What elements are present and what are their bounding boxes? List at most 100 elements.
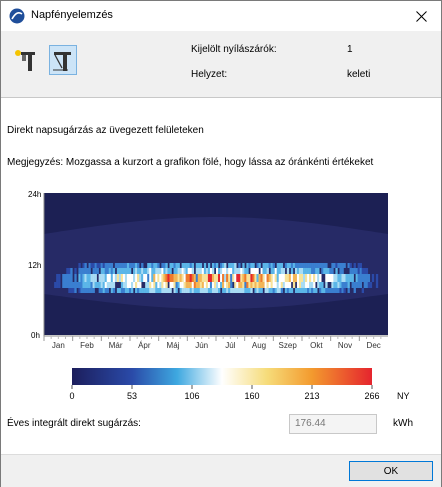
heatmap-cell <box>254 274 257 282</box>
heatmap-cell <box>315 268 318 274</box>
heatmap-cell <box>355 282 358 288</box>
heatmap-cell <box>161 268 164 274</box>
heatmap-cell <box>112 268 116 274</box>
heatmap-cell <box>159 282 162 288</box>
heatmap-cell <box>163 263 166 268</box>
shade-tool-button[interactable] <box>49 45 77 75</box>
heatmap-cell <box>321 268 324 274</box>
window-title: Napfényelemzés <box>31 9 113 21</box>
heatmap-cell <box>195 268 199 274</box>
heatmap-cell <box>250 274 253 282</box>
heatmap-cell <box>118 288 122 293</box>
heatmap-cell <box>307 282 310 288</box>
heatmap-cell <box>131 274 134 282</box>
heatmap-cell <box>244 274 247 282</box>
heatmap-cell <box>294 263 298 268</box>
heatmap-cell <box>201 282 205 288</box>
heatmap-cell <box>197 274 201 282</box>
heatmap-cell <box>159 288 162 293</box>
heatmap-cell <box>157 288 160 293</box>
heatmap-cell <box>133 268 136 274</box>
heatmap-cell <box>56 274 59 282</box>
heatmap-cell <box>264 282 267 288</box>
heatmap-cell <box>266 288 269 293</box>
heatmap-cell <box>248 274 251 282</box>
heatmap-cell <box>62 274 65 282</box>
heatmap-cell <box>343 282 346 288</box>
heatmap-cell <box>222 274 225 282</box>
month-label: Szep <box>279 341 298 350</box>
heatmap-cell <box>94 274 97 282</box>
header-panel: Kijelölt nyílászárók: 1 Helyzet: keleti <box>1 31 441 98</box>
heatmap-cell <box>311 263 314 268</box>
heatmap-cell <box>104 268 108 274</box>
heatmap-cell <box>331 288 334 293</box>
heatmap-cell <box>86 274 89 282</box>
heatmap-cell <box>290 288 294 293</box>
heatmap-cell <box>131 282 134 288</box>
heatmap-cell <box>224 274 227 282</box>
heatmap-cell <box>252 274 255 282</box>
heatmap-cell <box>335 263 338 268</box>
heatmap-cell <box>137 282 140 288</box>
heatmap-cell <box>122 288 126 293</box>
heatmap-cell <box>305 274 308 282</box>
heatmap-cell <box>195 263 199 268</box>
heatmap-cell <box>230 263 233 268</box>
heatmap-cell <box>209 282 213 288</box>
sun-tool-button[interactable] <box>13 45 41 75</box>
ok-button[interactable]: OK <box>349 461 433 481</box>
heatmap-cell <box>151 274 154 282</box>
heatmap-cell <box>181 288 184 293</box>
heatmap-cell <box>70 282 73 288</box>
heatmap-cell <box>353 288 356 293</box>
heatmap-cell <box>165 268 168 274</box>
heatmap-cell <box>163 268 166 274</box>
heatmap-cell <box>102 282 105 288</box>
heatmap-cell <box>133 274 136 282</box>
heatmap-cell <box>258 263 261 268</box>
heatmap-cell <box>147 268 150 274</box>
heatmap-cell <box>230 282 233 288</box>
heatmap-cell <box>280 274 284 282</box>
heatmap-cell <box>74 268 77 274</box>
heatmap-cell <box>110 263 114 268</box>
heatmap-cell <box>82 288 85 293</box>
heatmap-cell <box>181 268 184 274</box>
heatmap-cell <box>365 282 369 288</box>
heatmap-cell <box>331 268 334 274</box>
heatmap-cell <box>171 282 174 288</box>
heatmap-cell <box>155 274 158 282</box>
heatmap-cell <box>147 263 150 268</box>
heatmap-cell <box>179 288 182 293</box>
heatmap-cell <box>120 268 124 274</box>
heatmap-cell <box>88 263 91 268</box>
heatmap-cell <box>126 288 130 293</box>
close-button[interactable] <box>401 1 441 31</box>
heatmap-cell <box>74 288 77 293</box>
heatmap-cell <box>175 288 178 293</box>
heatmap-cell <box>300 263 304 268</box>
heatmap-cell <box>153 268 156 274</box>
radiation-heatmap[interactable]: 24h 12h 0h Jan Feb Már Ápr Máj Jún Júl Aug Szep O… <box>1 186 441 386</box>
heatmap-cell <box>375 282 379 288</box>
heatmap-cell <box>161 274 164 282</box>
month-label: Máj <box>167 341 180 350</box>
heatmap-cell <box>238 263 241 268</box>
heatmap-cell <box>276 263 280 268</box>
heatmap-cell <box>78 288 81 293</box>
heatmap-cell <box>128 263 132 268</box>
heatmap-cell <box>236 282 239 288</box>
heatmap-cell <box>260 282 263 288</box>
heatmap-cell <box>100 263 103 268</box>
heatmap-cell <box>357 274 360 282</box>
heatmap-cell <box>323 288 326 293</box>
heatmap-cell <box>218 268 221 274</box>
heatmap-cell <box>102 288 105 293</box>
heatmap-cell <box>102 263 105 268</box>
heatmap-cell <box>114 274 118 282</box>
heatmap-cell <box>341 268 344 274</box>
heatmap-cell <box>161 263 164 268</box>
heatmap-cell <box>222 288 225 293</box>
